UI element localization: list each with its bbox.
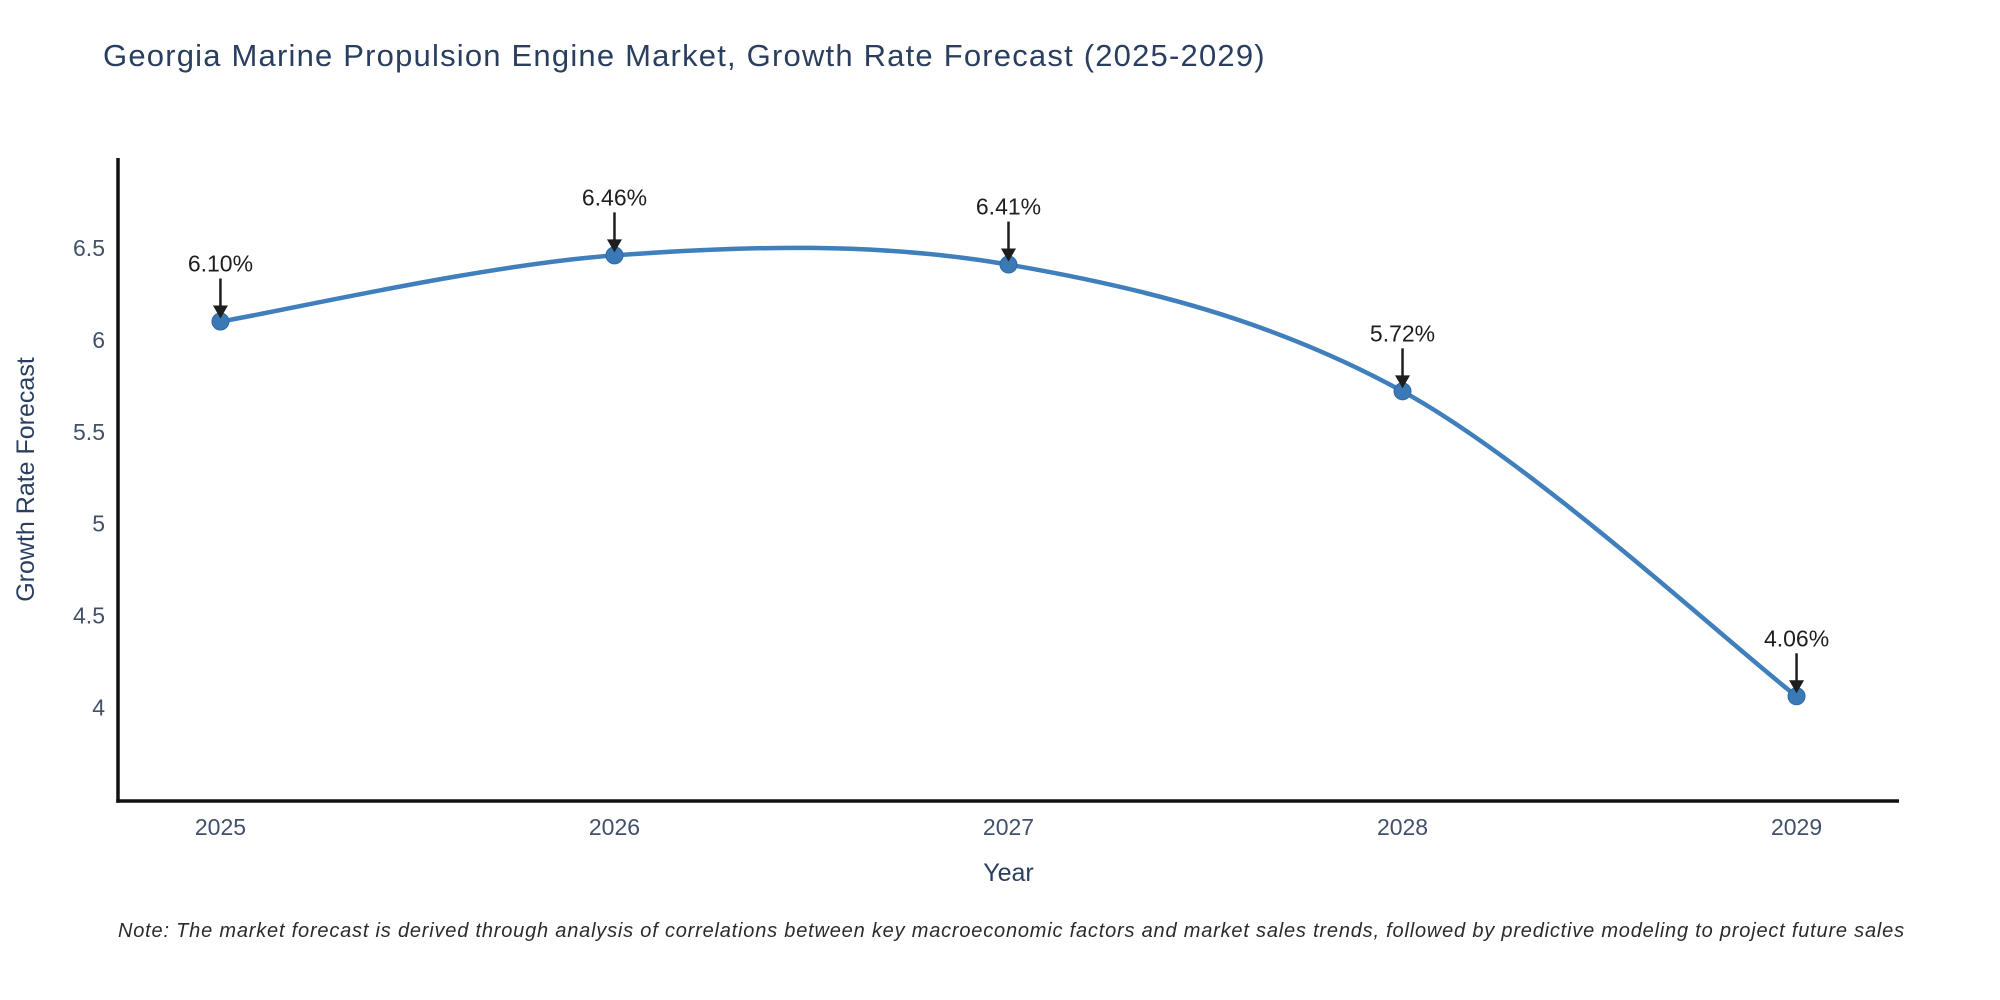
x-tick-label: 2029 <box>1771 814 1822 840</box>
annotation-label: 6.41% <box>976 194 1041 220</box>
y-tick-label: 4 <box>92 694 105 720</box>
y-tick-label: 5.5 <box>73 419 105 445</box>
annotation-label: 6.10% <box>188 251 253 277</box>
annotation-arrow-head <box>1789 680 1805 694</box>
annotation-arrow-head <box>212 305 228 319</box>
footnote: Note: The market forecast is derived thr… <box>118 920 1905 942</box>
annotation-arrow-head <box>1395 375 1411 389</box>
x-tick-label: 2025 <box>195 814 246 840</box>
x-tick-label: 2026 <box>589 814 640 840</box>
forecast-line <box>218 245 1799 699</box>
y-tick-label: 6 <box>92 327 105 353</box>
annotation-label: 6.46% <box>582 184 647 210</box>
x-tick-label: 2027 <box>983 814 1034 840</box>
y-tick-label: 5 <box>92 511 105 537</box>
annotation-label: 5.72% <box>1370 320 1435 346</box>
annotation-arrow-head <box>1001 248 1016 262</box>
y-tick-label: 4.5 <box>73 602 105 628</box>
x-axis-title: Year <box>983 859 1034 887</box>
y-tick-label: 6.5 <box>73 235 105 261</box>
x-tick-label: 2028 <box>1377 814 1428 840</box>
annotation-label: 4.06% <box>1764 625 1829 651</box>
annotation-arrow-head <box>606 239 622 253</box>
y-axis-title: Growth Rate Forecast <box>12 357 40 602</box>
chart-title: Georgia Marine Propulsion Engine Market,… <box>103 38 1266 73</box>
